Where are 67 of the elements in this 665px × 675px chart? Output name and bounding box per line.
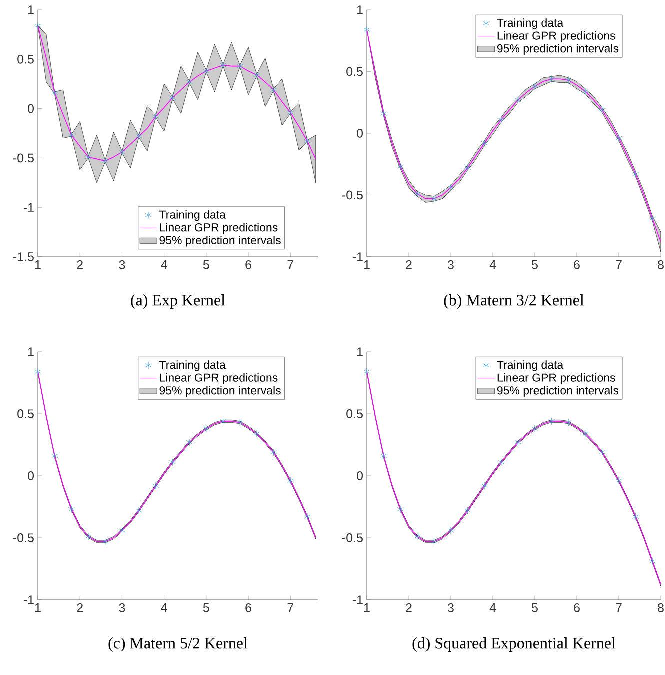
x-tick-label: 4 (161, 604, 168, 612)
y-tick-label: -1 (24, 203, 34, 212)
x-tick-label: 2 (406, 260, 412, 270)
annotation: 95% prediction intervals (160, 236, 281, 247)
x-tick-label: 6 (574, 260, 580, 270)
y-tick-label: -0.5 (342, 534, 363, 542)
y-tick-label: 0.5 (18, 410, 34, 418)
x-tick-label: 1 (35, 260, 41, 270)
x-tick-label: 3 (448, 260, 454, 270)
annotation: 95% prediction intervals (497, 44, 619, 55)
x-tick-label: 1 (364, 260, 370, 270)
y-tick-label: 1 (28, 348, 34, 356)
y-tick-label: 0 (357, 472, 363, 480)
x-tick-label: 3 (119, 260, 126, 270)
y-tick-label: 0 (357, 129, 363, 138)
x-tick-label: 5 (532, 604, 538, 612)
x-tick-label: 4 (161, 260, 168, 270)
y-tick-label: 1 (357, 6, 363, 14)
x-tick-label: 8 (658, 604, 664, 612)
x-tick-label: 3 (448, 604, 454, 612)
x-tick-label: 4 (490, 260, 496, 270)
y-tick-label: 1 (357, 348, 363, 356)
y-tick-label: 0.5 (18, 54, 34, 64)
x-tick-label: 7 (288, 260, 294, 270)
legend-label: Training data (160, 360, 226, 372)
legend-label: Training data (160, 210, 226, 222)
x-tick-label: 2 (406, 604, 412, 612)
x-tick-label: 8 (658, 260, 664, 270)
y-tick-label: -0.5 (14, 534, 34, 542)
text: (d) Squared Exponential Kernel (412, 638, 616, 652)
y-tick-label: -1.5 (14, 252, 34, 262)
annotation: 95% prediction intervals (497, 386, 619, 397)
x-tick-label: 5 (203, 604, 210, 612)
x-tick-label: 6 (574, 604, 580, 612)
x-tick-label: 6 (246, 260, 252, 270)
x-tick-label: 1 (364, 604, 370, 612)
y-tick-label: -1 (352, 252, 363, 262)
y-tick-label: 0 (28, 104, 34, 114)
x-tick-label: 6 (246, 604, 252, 612)
x-tick-label: 5 (203, 260, 210, 270)
x-tick-label: 4 (490, 604, 496, 612)
text: (c) Matern 5/2 Kernel (108, 638, 248, 652)
y-tick-label: -0.5 (342, 190, 363, 200)
x-tick-label: 7 (616, 260, 622, 270)
text: (b) Matern 3/2 Kernel (444, 294, 584, 310)
y-tick-label: -1 (352, 596, 363, 604)
y-tick-label: 1 (28, 6, 34, 14)
legend-label: Training data (497, 360, 564, 372)
y-tick-label: 0.5 (346, 410, 363, 418)
legend-label: Linear GPR predictions (160, 223, 278, 234)
y-tick-label: 0 (28, 472, 34, 480)
text: (a) Exp Kernel (131, 294, 226, 310)
legend-label: Training data (497, 18, 564, 30)
y-tick-label: -1 (24, 596, 34, 604)
legend-label: Linear GPR predictions (498, 31, 616, 42)
x-tick-label: 2 (77, 604, 83, 612)
x-tick-label: 3 (119, 604, 126, 612)
y-tick-label: 0.5 (346, 67, 363, 76)
x-tick-label: 7 (288, 604, 294, 612)
annotation: 95% prediction intervals (160, 386, 281, 397)
x-tick-label: 2 (77, 260, 83, 270)
y-tick-label: -0.5 (14, 154, 34, 163)
x-tick-label: 5 (532, 260, 538, 270)
x-tick-label: 1 (35, 604, 41, 612)
legend-label: Linear GPR predictions (160, 373, 278, 384)
x-tick-label: 7 (616, 604, 622, 612)
legend-label: Linear GPR predictions (498, 373, 616, 384)
